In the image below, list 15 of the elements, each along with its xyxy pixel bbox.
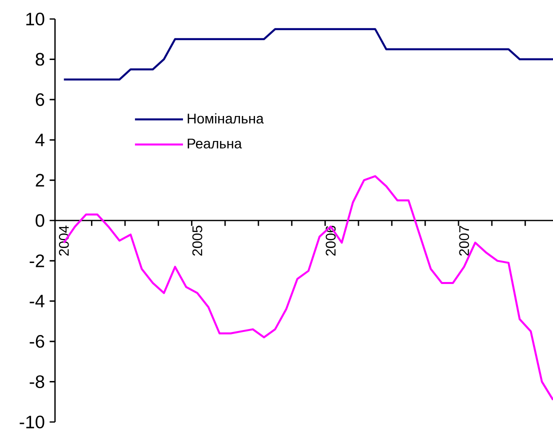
legend-label: Реальна [188, 138, 242, 149]
y-tick-label: 10 [26, 12, 44, 26]
y-tick-label: 8 [36, 52, 44, 66]
x-tick-label: 2005 [192, 226, 202, 256]
y-tick-label: 0 [36, 214, 44, 227]
y-tick-label: -6 [30, 335, 44, 348]
y-tick-label: -10 [20, 416, 44, 428]
y-tick-label: -2 [30, 254, 44, 268]
x-tick-label: 2007 [459, 226, 470, 256]
legend-label: Номінальна [188, 113, 264, 124]
y-tick-label: -8 [30, 375, 44, 388]
y-tick-label: 6 [36, 93, 44, 106]
y-tick-label: 2 [36, 174, 44, 186]
y-tick-label: 4 [35, 134, 44, 146]
y-tick-label: -4 [30, 294, 44, 308]
